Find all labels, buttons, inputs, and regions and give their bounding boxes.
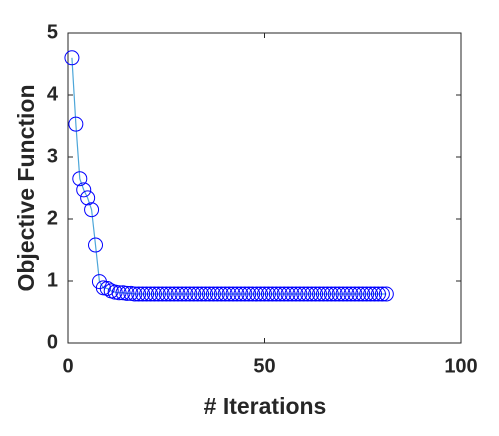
marker bbox=[272, 286, 288, 302]
marker bbox=[158, 286, 174, 302]
marker bbox=[300, 286, 316, 302]
marker bbox=[367, 286, 383, 302]
marker bbox=[88, 237, 104, 253]
marker bbox=[249, 286, 265, 302]
marker bbox=[233, 286, 249, 302]
marker bbox=[351, 286, 367, 302]
marker bbox=[221, 286, 237, 302]
marker bbox=[64, 50, 80, 66]
marker bbox=[119, 285, 135, 301]
marker bbox=[198, 286, 214, 302]
marker bbox=[182, 286, 198, 302]
y-tick-label: 1 bbox=[47, 269, 58, 291]
y-tick-label: 2 bbox=[47, 207, 58, 229]
x-tick-label: 0 bbox=[62, 355, 73, 377]
marker bbox=[292, 286, 308, 302]
marker bbox=[174, 286, 190, 302]
marker bbox=[166, 286, 182, 302]
marker bbox=[143, 286, 159, 302]
marker bbox=[201, 286, 217, 302]
marker bbox=[363, 286, 379, 302]
marker bbox=[190, 286, 206, 302]
marker bbox=[312, 286, 328, 302]
marker bbox=[80, 190, 96, 206]
x-tick-label: 100 bbox=[444, 355, 477, 377]
marker bbox=[186, 286, 202, 302]
marker bbox=[146, 286, 162, 302]
marker bbox=[178, 286, 194, 302]
marker bbox=[225, 286, 241, 302]
marker bbox=[213, 286, 229, 302]
marker bbox=[217, 286, 233, 302]
y-axis-label: Objective Function bbox=[13, 84, 39, 291]
marker bbox=[237, 286, 253, 302]
marker bbox=[257, 286, 272, 302]
marker bbox=[135, 286, 151, 302]
marker bbox=[347, 286, 363, 302]
y-tick-label: 4 bbox=[47, 83, 59, 105]
marker bbox=[276, 286, 292, 302]
marker bbox=[72, 171, 88, 187]
x-tick-label: 50 bbox=[253, 355, 275, 377]
marker bbox=[260, 286, 276, 302]
marker bbox=[304, 286, 320, 302]
marker bbox=[308, 286, 324, 302]
marker bbox=[162, 286, 178, 302]
marker bbox=[111, 285, 127, 301]
marker bbox=[253, 286, 269, 302]
marker bbox=[154, 286, 170, 302]
marker bbox=[127, 286, 143, 302]
plot-box bbox=[67, 32, 462, 344]
marker bbox=[170, 286, 186, 302]
marker bbox=[268, 286, 284, 302]
marker bbox=[378, 286, 394, 302]
marker bbox=[374, 286, 390, 302]
y-tick-label: 3 bbox=[47, 145, 58, 167]
marker bbox=[327, 286, 343, 302]
marker bbox=[139, 286, 155, 302]
marker bbox=[84, 202, 100, 218]
y-tick-label: 5 bbox=[47, 21, 58, 43]
marker bbox=[339, 286, 355, 302]
marker bbox=[284, 286, 300, 302]
marker bbox=[76, 182, 92, 198]
marker bbox=[296, 286, 312, 302]
marker bbox=[241, 286, 257, 302]
marker bbox=[209, 286, 225, 302]
marker bbox=[194, 286, 210, 302]
y-tick-label: 0 bbox=[47, 331, 58, 353]
marker bbox=[343, 286, 359, 302]
marker bbox=[245, 286, 261, 302]
marker bbox=[229, 286, 245, 302]
marker bbox=[288, 286, 304, 302]
x-axis-label: # Iterations bbox=[204, 393, 327, 419]
marker bbox=[359, 286, 375, 302]
marker bbox=[355, 286, 371, 302]
marker bbox=[68, 116, 84, 132]
marker bbox=[315, 286, 331, 302]
marker bbox=[331, 286, 347, 302]
marker bbox=[323, 286, 339, 302]
marker bbox=[99, 280, 115, 296]
marker bbox=[319, 286, 335, 302]
marker bbox=[264, 286, 280, 302]
marker bbox=[131, 286, 147, 302]
marker bbox=[205, 286, 221, 302]
marker bbox=[370, 286, 386, 302]
marker bbox=[150, 286, 166, 302]
marker bbox=[280, 286, 296, 302]
marker bbox=[335, 286, 351, 302]
